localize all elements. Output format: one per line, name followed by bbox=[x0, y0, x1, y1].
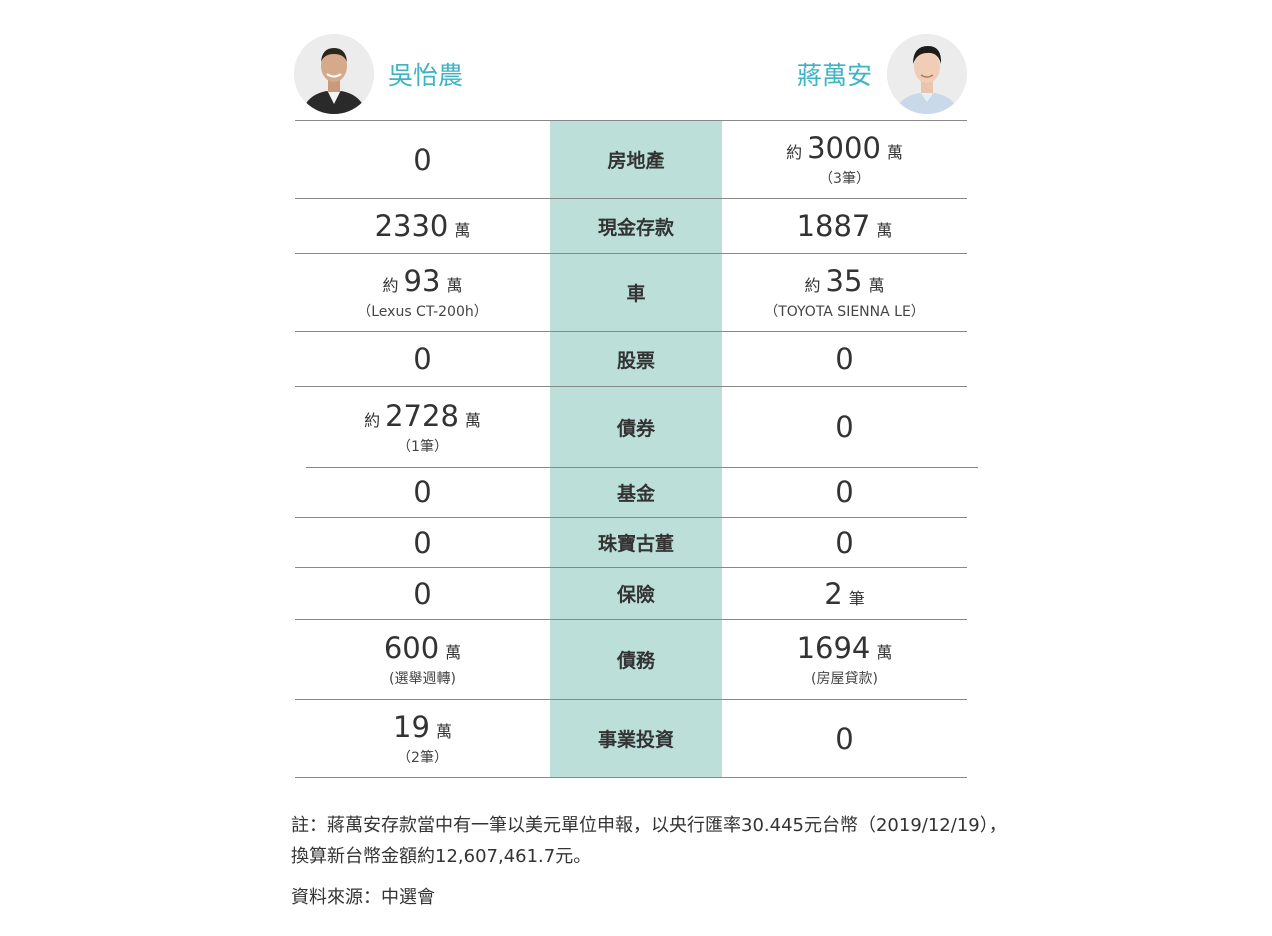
category-cell: 股票 bbox=[550, 332, 722, 386]
left-cell: 600 萬 (選舉週轉) bbox=[295, 620, 550, 699]
candidate-name-right: 蔣萬安 bbox=[796, 61, 872, 90]
value-number: 0 bbox=[413, 142, 432, 177]
value-prefix: 約 bbox=[804, 276, 821, 295]
avatar-left bbox=[294, 34, 374, 114]
left-cell: 0 bbox=[295, 467, 550, 517]
left-cell: 約 2728 萬 （1筆） bbox=[295, 387, 550, 467]
value-note: （1筆） bbox=[397, 438, 448, 455]
table-row: 約 93 萬 （Lexus CT-200h） 車 約 35 萬 （TOYOTA SIEN… bbox=[295, 253, 967, 331]
value-unit: 筆 bbox=[848, 588, 865, 608]
value-prefix: 約 bbox=[786, 143, 803, 162]
table-row: 0 珠寶古董 0 bbox=[295, 517, 967, 567]
category-cell: 珠寶古董 bbox=[550, 518, 722, 567]
value-number: 1694 bbox=[796, 631, 871, 665]
value-unit: 萬 bbox=[876, 643, 893, 662]
value-number: 19 bbox=[393, 710, 430, 744]
value-unit: 萬 bbox=[868, 276, 885, 295]
value-number: 600 bbox=[383, 631, 440, 665]
value-note: （2筆） bbox=[397, 750, 448, 766]
avatar-right bbox=[887, 34, 967, 114]
right-cell: 0 bbox=[722, 700, 967, 777]
value-number: 0 bbox=[835, 342, 854, 376]
value-unit: 萬 bbox=[464, 410, 481, 430]
value-number: 0 bbox=[413, 475, 432, 509]
value-number: 3000 bbox=[807, 131, 881, 165]
footnote: 註：蔣萬安存款當中有一筆以美元單位申報，以央行匯率30.445元台幣（2019/… bbox=[291, 810, 1091, 872]
right-cell: 1887 萬 bbox=[722, 199, 967, 253]
value-note: (房屋貸款) bbox=[811, 671, 878, 687]
candidate-left: 吳怡農 bbox=[294, 34, 463, 114]
right-cell: 約 35 萬 （TOYOTA SIENNA LE） bbox=[722, 254, 967, 331]
table-row: 600 萬 (選舉週轉) 債務 1694 萬 (房屋貸款) bbox=[295, 619, 967, 699]
table-row: 19 萬 （2筆） 事業投資 0 bbox=[295, 699, 967, 778]
value-prefix: 約 bbox=[364, 410, 381, 430]
value-number: 0 bbox=[413, 576, 432, 611]
right-cell: 0 bbox=[722, 467, 967, 517]
value-unit: 萬 bbox=[454, 221, 471, 240]
category-cell: 債務 bbox=[550, 620, 722, 699]
table-row: 2330 萬 現金存款 1887 萬 bbox=[295, 198, 967, 253]
value-note: (選舉週轉) bbox=[389, 671, 456, 687]
value-unit: 萬 bbox=[445, 643, 462, 662]
value-number: 0 bbox=[835, 721, 854, 756]
candidate-right: 蔣萬安 bbox=[797, 34, 967, 114]
footnote-line: 換算新台幣金額約12,607,461.7元。 bbox=[291, 846, 592, 867]
value-number: 2 bbox=[824, 576, 843, 611]
left-cell: 0 bbox=[295, 121, 550, 198]
value-note: （TOYOTA SIENNA LE） bbox=[764, 304, 925, 320]
candidate-name-left: 吳怡農 bbox=[388, 61, 464, 90]
right-cell: 約 3000 萬 （3筆） bbox=[722, 121, 967, 198]
category-cell: 債券 bbox=[550, 387, 722, 467]
value-prefix: 約 bbox=[382, 276, 399, 295]
category-cell: 保險 bbox=[550, 568, 722, 619]
value-note: （3筆） bbox=[819, 171, 870, 187]
value-number: 0 bbox=[413, 342, 432, 376]
category-cell: 現金存款 bbox=[550, 199, 722, 253]
value-number: 0 bbox=[835, 410, 854, 444]
value-number: 1887 bbox=[796, 209, 871, 243]
left-cell: 0 bbox=[295, 568, 550, 619]
value-number: 2728 bbox=[385, 398, 459, 433]
category-cell: 車 bbox=[550, 254, 722, 331]
value-unit: 萬 bbox=[446, 276, 463, 295]
value-unit: 萬 bbox=[435, 722, 452, 741]
left-cell: 0 bbox=[295, 332, 550, 386]
value-unit: 萬 bbox=[876, 221, 893, 240]
header: 吳怡農 蔣萬安 bbox=[294, 34, 967, 116]
right-cell: 0 bbox=[722, 518, 967, 567]
category-cell: 房地產 bbox=[550, 121, 722, 198]
left-cell: 19 萬 （2筆） bbox=[295, 700, 550, 777]
right-cell: 0 bbox=[722, 387, 967, 467]
footnote-line: 註：蔣萬安存款當中有一筆以美元單位申報，以央行匯率30.445元台幣（2019/… bbox=[291, 815, 1007, 836]
table-row: 0 股票 0 bbox=[295, 331, 967, 386]
table-row: 0 房地產 約 3000 萬 （3筆） bbox=[295, 120, 967, 198]
table-row: 0 基金 0 bbox=[295, 467, 978, 517]
left-cell: 0 bbox=[295, 518, 550, 567]
value-number: 93 bbox=[403, 264, 441, 298]
category-cell: 基金 bbox=[550, 467, 722, 517]
value-number: 0 bbox=[413, 525, 432, 560]
value-number: 0 bbox=[835, 525, 854, 560]
value-unit: 萬 bbox=[886, 143, 903, 162]
asset-comparison-table: 0 房地產 約 3000 萬 （3筆） 2330 萬 現金存款 1887 萬 約 93 萬 … bbox=[295, 120, 978, 778]
data-source: 資料來源：中選會 bbox=[291, 887, 435, 908]
right-cell: 1694 萬 (房屋貸款) bbox=[722, 620, 967, 699]
value-number: 2330 bbox=[374, 209, 449, 243]
left-cell: 約 93 萬 （Lexus CT-200h） bbox=[295, 254, 550, 331]
value-number: 0 bbox=[835, 475, 854, 509]
value-number: 35 bbox=[825, 264, 863, 298]
value-note: （Lexus CT-200h） bbox=[357, 304, 488, 320]
category-cell: 事業投資 bbox=[550, 700, 722, 777]
left-cell: 2330 萬 bbox=[295, 199, 550, 253]
table-row: 約 2728 萬 （1筆） 債券 0 bbox=[295, 386, 967, 467]
right-cell: 0 bbox=[722, 332, 967, 386]
